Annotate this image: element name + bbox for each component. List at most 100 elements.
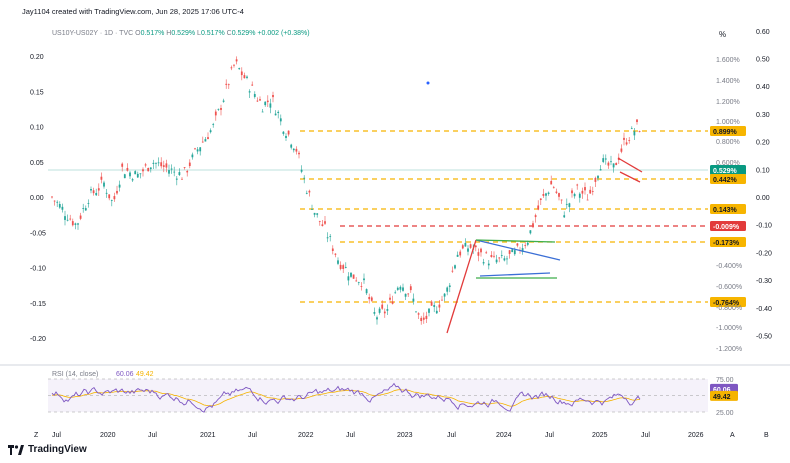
candle-body (313, 212, 316, 215)
trendline (619, 171, 641, 183)
candle-body (433, 305, 436, 307)
candle-body (131, 179, 134, 181)
candle-body (191, 154, 194, 158)
ohlc-o: O0.517% (135, 30, 165, 37)
candle-body (334, 253, 337, 255)
candle-body (56, 201, 59, 203)
candle-body (251, 84, 254, 86)
candle-body (123, 174, 126, 179)
candle-body (339, 264, 342, 269)
candle-body (409, 286, 412, 291)
symbol-name[interactable]: US10Y-US02Y · 1D · TVC (52, 30, 134, 37)
candle-body (311, 209, 313, 210)
tradingview-brand[interactable]: TradingView (8, 444, 87, 455)
level-badge-label: -0.764% (713, 300, 740, 307)
candle-body (82, 208, 85, 210)
candle-body (524, 245, 527, 247)
candle-body (170, 168, 173, 170)
candle-body (415, 311, 417, 313)
candle-body (64, 216, 66, 220)
candle-body (134, 171, 137, 175)
candle-body (92, 190, 95, 194)
right-axis-tick: -0.10 (756, 223, 772, 230)
candle-body (454, 265, 456, 269)
candle-body (118, 184, 121, 188)
candle-body (391, 301, 394, 304)
ohlc-h: H0.529% (164, 30, 196, 37)
candle-body (430, 301, 433, 306)
candle-body (568, 203, 571, 207)
time-axis-tick: 2025 (592, 432, 608, 439)
right-axis-tick: 0.50 (756, 57, 770, 64)
candle-body (175, 178, 178, 180)
candle-body (261, 111, 264, 113)
candle-body (74, 223, 77, 225)
candle-body (625, 142, 628, 145)
main-pane[interactable] (48, 42, 710, 360)
rsi-ma-badge (710, 390, 738, 401)
candle-body (212, 124, 215, 125)
candle-body (152, 162, 155, 164)
candle-body (467, 248, 469, 252)
candle-body (474, 245, 477, 248)
candle-body (321, 224, 324, 227)
candle-body (326, 237, 329, 239)
candle-body (248, 91, 251, 93)
candle-body (303, 177, 306, 179)
candle-body (253, 94, 256, 97)
symbol-legend: US10Y-US02Y · 1D · TVC O0.517% H0.529% L… (52, 30, 310, 37)
candle-body (428, 308, 430, 313)
candle-body (142, 169, 144, 172)
candle-body (378, 308, 381, 313)
right-axis-tick: 0.60 (756, 29, 770, 36)
candle-body (139, 173, 142, 175)
pct-axis-tick: 1.600% (716, 57, 740, 64)
candle-body (149, 167, 152, 170)
candle-body (87, 203, 90, 205)
level-badge-label: -0.009% (713, 224, 740, 231)
left-axis-tick: 0.20 (30, 54, 44, 61)
log-scale-button: B (764, 432, 769, 439)
candle-body (516, 243, 519, 246)
candle-body (53, 200, 56, 202)
candle-body (396, 287, 399, 290)
candle-body (456, 254, 459, 257)
candle-body (555, 191, 558, 193)
left-axis-tick: -0.05 (30, 230, 46, 237)
candle-body (448, 285, 451, 288)
unit-label[interactable]: % (719, 30, 727, 39)
candle-body (539, 198, 542, 200)
candle-body (381, 304, 384, 309)
candle-body (446, 287, 449, 292)
candle-body (337, 260, 339, 264)
candle-body (404, 293, 407, 297)
candle-body (136, 173, 139, 178)
candle-body (394, 292, 397, 294)
candle-body (256, 100, 259, 102)
candle-body (511, 249, 514, 253)
rsi-axis-tick: 75.00 (716, 377, 734, 384)
candle-body (638, 131, 641, 133)
right-axis-tick: 0.40 (756, 84, 770, 91)
candle-body (272, 94, 274, 98)
pct-axis-tick: -0.600% (716, 284, 742, 291)
candle-body (222, 100, 225, 102)
candle-body (204, 139, 207, 142)
trendline (475, 239, 556, 243)
level-badge-label: 0.529% (713, 168, 738, 175)
time-axis-tick: Jul (248, 432, 257, 439)
candle-body (547, 192, 550, 194)
candle-body (246, 76, 248, 78)
rsi-axis-tick: 25.00 (716, 410, 734, 417)
candle-body (464, 242, 467, 247)
candle-body (285, 135, 287, 138)
right-axis-tick: 0.00 (756, 195, 770, 202)
candle-body (490, 254, 493, 257)
candle-body (116, 190, 118, 194)
level-badge (710, 174, 746, 184)
candle-body (84, 208, 87, 211)
candle-body (604, 158, 607, 160)
time-axis-tick: Jul (52, 432, 61, 439)
candle-body (623, 137, 625, 140)
candle-body (110, 200, 113, 201)
